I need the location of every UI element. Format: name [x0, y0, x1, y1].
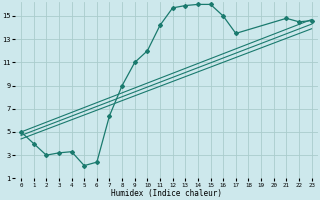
X-axis label: Humidex (Indice chaleur): Humidex (Indice chaleur) [111, 189, 222, 198]
